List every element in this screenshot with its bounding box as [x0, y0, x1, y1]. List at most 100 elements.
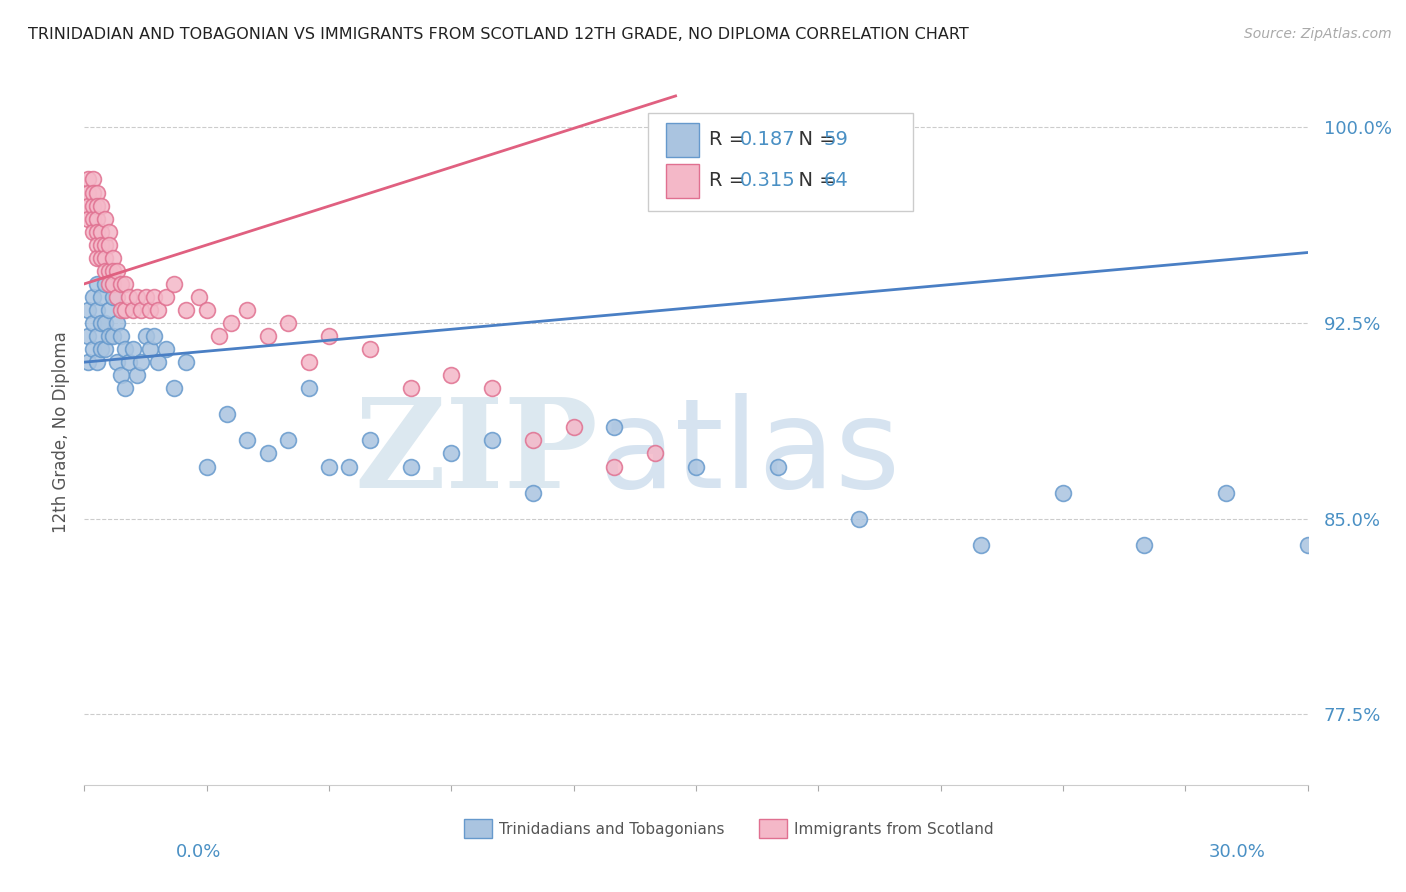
- Point: [142, 290, 165, 304]
- Point: [114, 342, 136, 356]
- Text: Trinidadians and Tobagonians: Trinidadians and Tobagonians: [499, 822, 724, 837]
- Point: [105, 264, 128, 278]
- Point: [195, 459, 218, 474]
- Point: [110, 368, 132, 383]
- Point: [208, 329, 231, 343]
- Point: [93, 277, 115, 291]
- Point: [277, 316, 299, 330]
- Point: [86, 277, 108, 291]
- Point: [93, 237, 115, 252]
- Point: [93, 251, 115, 265]
- Point: [138, 342, 160, 356]
- Point: [97, 277, 120, 291]
- Point: [82, 225, 104, 239]
- Point: [522, 485, 544, 500]
- Point: [101, 290, 124, 304]
- Point: [163, 277, 186, 291]
- Point: [236, 302, 259, 317]
- Point: [118, 355, 141, 369]
- Point: [155, 342, 177, 356]
- Point: [399, 459, 422, 474]
- Text: R =: R =: [709, 130, 751, 149]
- Point: [93, 316, 115, 330]
- Point: [86, 198, 108, 212]
- Point: [101, 329, 124, 343]
- Point: [562, 420, 585, 434]
- Y-axis label: 12th Grade, No Diploma: 12th Grade, No Diploma: [52, 332, 70, 533]
- Point: [135, 290, 157, 304]
- Point: [236, 434, 259, 448]
- Point: [118, 290, 141, 304]
- Point: [86, 251, 108, 265]
- Point: [440, 368, 463, 383]
- Point: [122, 302, 145, 317]
- Point: [131, 302, 153, 317]
- Point: [90, 342, 112, 356]
- Point: [603, 459, 626, 474]
- Point: [318, 329, 340, 343]
- Point: [138, 302, 160, 317]
- Point: [90, 198, 112, 212]
- Point: [110, 277, 132, 291]
- Point: [298, 355, 321, 369]
- Point: [77, 172, 100, 186]
- Point: [77, 302, 100, 317]
- Point: [105, 290, 128, 304]
- Point: [90, 237, 112, 252]
- Text: 30.0%: 30.0%: [1209, 843, 1265, 861]
- Point: [970, 538, 993, 552]
- Point: [522, 434, 544, 448]
- Text: N =: N =: [786, 130, 842, 149]
- Point: [90, 290, 112, 304]
- Point: [82, 211, 104, 226]
- Point: [481, 434, 503, 448]
- Point: [155, 290, 177, 304]
- Point: [644, 446, 666, 460]
- Point: [339, 459, 361, 474]
- Point: [122, 342, 145, 356]
- Text: N =: N =: [786, 171, 842, 190]
- Point: [97, 264, 120, 278]
- Point: [97, 225, 120, 239]
- Point: [86, 211, 108, 226]
- Point: [142, 329, 165, 343]
- Point: [101, 251, 124, 265]
- Text: 59: 59: [824, 130, 849, 149]
- Point: [399, 381, 422, 395]
- Point: [257, 329, 280, 343]
- Point: [114, 277, 136, 291]
- Point: [77, 198, 100, 212]
- Point: [848, 512, 870, 526]
- Text: 0.0%: 0.0%: [176, 843, 221, 861]
- Point: [86, 225, 108, 239]
- Point: [174, 355, 197, 369]
- Point: [86, 302, 108, 317]
- Point: [1133, 538, 1156, 552]
- Point: [90, 316, 112, 330]
- Point: [217, 408, 239, 422]
- Text: ZIP: ZIP: [354, 393, 598, 515]
- Point: [90, 251, 112, 265]
- Point: [101, 264, 124, 278]
- Point: [82, 186, 104, 200]
- Point: [359, 434, 381, 448]
- Point: [77, 355, 100, 369]
- Point: [77, 186, 100, 200]
- Text: Source: ZipAtlas.com: Source: ZipAtlas.com: [1244, 27, 1392, 41]
- Point: [174, 302, 197, 317]
- Point: [187, 290, 209, 304]
- Point: [257, 446, 280, 460]
- Point: [105, 355, 128, 369]
- Point: [82, 342, 104, 356]
- Point: [82, 172, 104, 186]
- Point: [101, 277, 124, 291]
- Point: [359, 342, 381, 356]
- Point: [114, 381, 136, 395]
- Point: [127, 290, 149, 304]
- Point: [86, 355, 108, 369]
- Point: [1215, 485, 1237, 500]
- Point: [93, 264, 115, 278]
- Text: 0.315: 0.315: [740, 171, 796, 190]
- Point: [97, 329, 120, 343]
- Text: atlas: atlas: [598, 393, 900, 515]
